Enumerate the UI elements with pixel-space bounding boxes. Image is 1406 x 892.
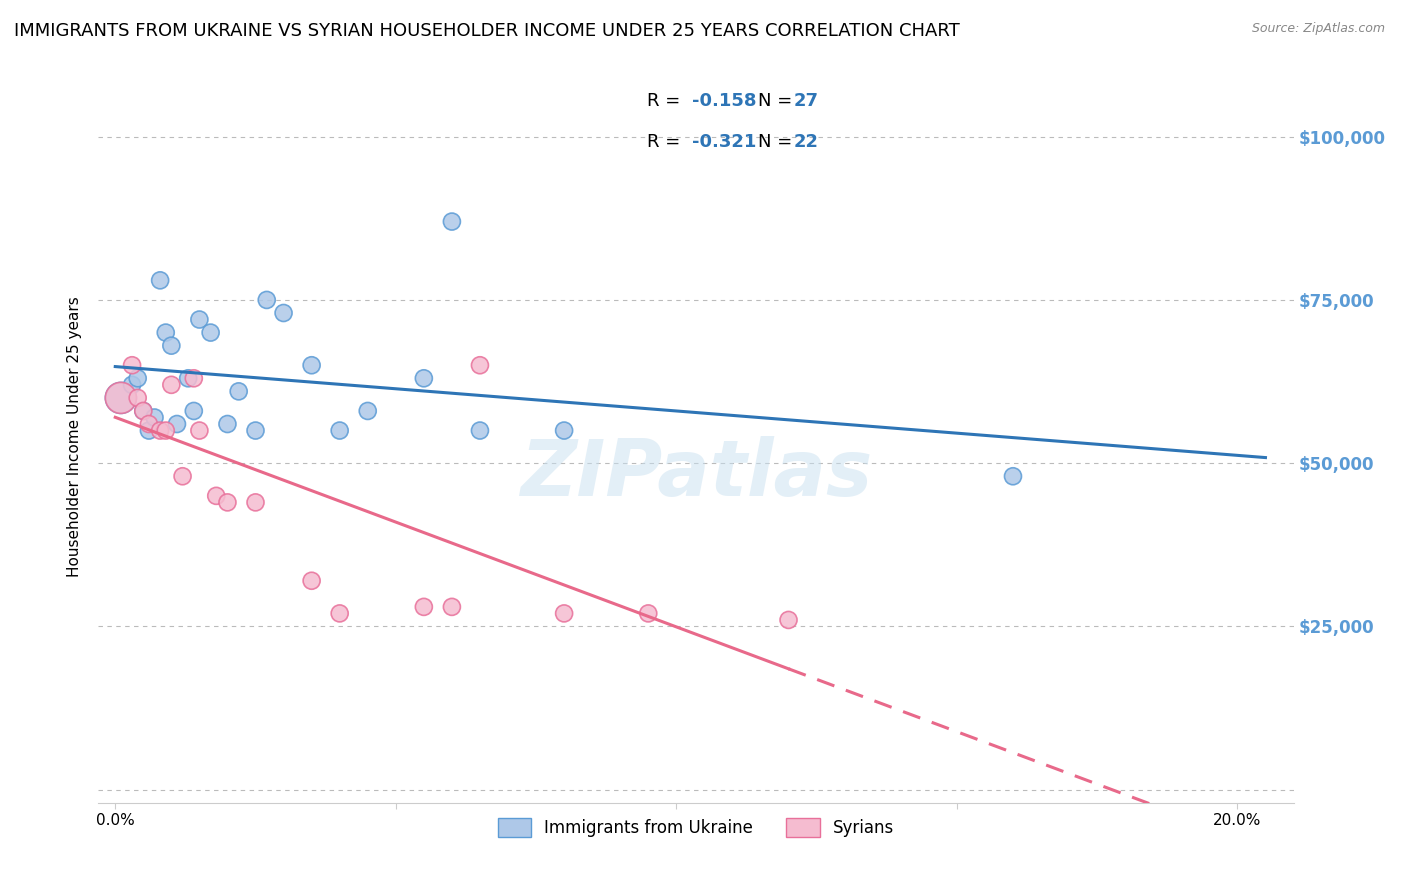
Point xyxy=(127,371,149,385)
Text: IMMIGRANTS FROM UKRAINE VS SYRIAN HOUSEHOLDER INCOME UNDER 25 YEARS CORRELATION : IMMIGRANTS FROM UKRAINE VS SYRIAN HOUSEH… xyxy=(14,22,960,40)
Point xyxy=(138,424,160,438)
Point xyxy=(166,417,188,431)
Text: ZIPatlas: ZIPatlas xyxy=(520,435,872,512)
Point xyxy=(132,404,155,418)
Point xyxy=(160,377,183,392)
Text: N =: N = xyxy=(758,133,799,151)
Point xyxy=(301,574,323,588)
Point xyxy=(245,495,267,509)
Text: -0.321: -0.321 xyxy=(692,133,756,151)
Point xyxy=(778,613,800,627)
Point xyxy=(357,404,380,418)
Legend: Immigrants from Ukraine, Syrians: Immigrants from Ukraine, Syrians xyxy=(489,810,903,846)
Point xyxy=(188,312,211,326)
Point xyxy=(329,607,352,621)
Text: N =: N = xyxy=(758,92,799,111)
Point xyxy=(440,599,463,614)
Point xyxy=(183,404,205,418)
Text: -0.158: -0.158 xyxy=(692,92,756,111)
Y-axis label: Householder Income Under 25 years: Householder Income Under 25 years xyxy=(67,297,83,577)
Point xyxy=(329,424,352,438)
Point xyxy=(412,371,434,385)
Point xyxy=(553,607,575,621)
Text: Source: ZipAtlas.com: Source: ZipAtlas.com xyxy=(1251,22,1385,36)
Point xyxy=(412,599,434,614)
Point xyxy=(149,424,172,438)
Point xyxy=(143,410,166,425)
Point xyxy=(468,424,491,438)
Point xyxy=(468,358,491,372)
Point xyxy=(121,377,143,392)
Point xyxy=(217,417,239,431)
Text: R =: R = xyxy=(647,133,686,151)
Point xyxy=(160,338,183,352)
Point xyxy=(228,384,250,399)
Point xyxy=(132,404,155,418)
Text: 27: 27 xyxy=(794,92,818,111)
Text: 22: 22 xyxy=(794,133,818,151)
Point xyxy=(553,424,575,438)
Point xyxy=(172,469,194,483)
Point xyxy=(301,358,323,372)
Point xyxy=(155,326,177,340)
Point xyxy=(110,391,132,405)
Point xyxy=(110,391,132,405)
Point xyxy=(200,326,222,340)
Point xyxy=(205,489,228,503)
Point xyxy=(1001,469,1024,483)
Point xyxy=(273,306,295,320)
Point xyxy=(121,358,143,372)
Point xyxy=(217,495,239,509)
Point xyxy=(637,607,659,621)
Point xyxy=(138,417,160,431)
Point xyxy=(440,214,463,228)
Point xyxy=(256,293,278,307)
Text: R =: R = xyxy=(647,92,686,111)
Point xyxy=(183,371,205,385)
Point xyxy=(155,424,177,438)
Point xyxy=(127,391,149,405)
Point xyxy=(245,424,267,438)
Point xyxy=(149,273,172,287)
Point xyxy=(177,371,200,385)
Point xyxy=(188,424,211,438)
